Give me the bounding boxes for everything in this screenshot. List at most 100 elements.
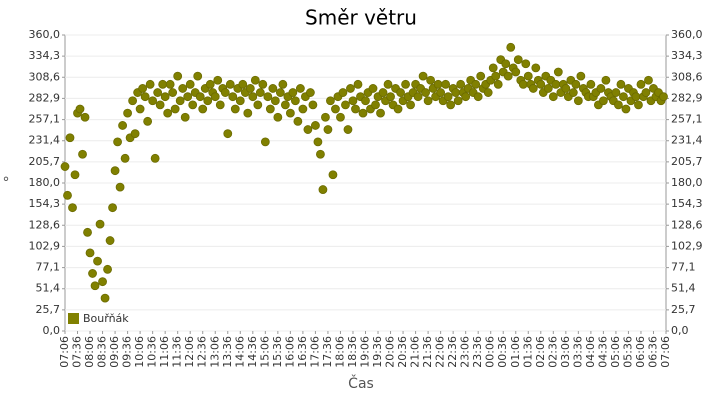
data-point <box>491 71 501 81</box>
data-point <box>548 92 558 102</box>
x-tick-label: 11:36 <box>171 336 184 368</box>
data-point <box>323 125 333 134</box>
data-point <box>378 88 388 97</box>
data-point <box>193 71 203 81</box>
x-tick-label: 07:06 <box>58 336 71 368</box>
data-point <box>153 88 163 97</box>
data-point <box>180 112 190 122</box>
y-tick-label: 308,6 <box>29 70 61 83</box>
x-tick-label: 14:36 <box>246 336 259 368</box>
data-point <box>543 84 553 93</box>
y2-tick-label: 360,0 <box>671 28 703 41</box>
y-tick-label: 154,3 <box>29 197 61 210</box>
data-point <box>215 100 225 110</box>
data-point <box>205 79 215 89</box>
x-tick-label: 05:06 <box>609 336 622 368</box>
data-point <box>220 88 230 97</box>
data-point <box>561 84 571 93</box>
data-point <box>423 96 433 106</box>
data-point <box>130 129 140 139</box>
y2-tick-label: 231,4 <box>671 134 703 147</box>
data-point <box>203 96 213 106</box>
x-tick-label: 18:36 <box>346 336 359 368</box>
data-point <box>351 104 360 114</box>
data-point <box>436 88 446 97</box>
x-tick-label: 11:06 <box>158 336 171 368</box>
data-point <box>198 104 208 114</box>
data-point <box>614 100 623 110</box>
data-point <box>95 219 105 229</box>
data-point <box>238 79 248 89</box>
data-point <box>158 79 168 89</box>
data-point <box>65 133 75 143</box>
data-point <box>659 92 668 102</box>
data-point <box>275 88 285 97</box>
y2-tick-label: 154,3 <box>671 197 703 210</box>
data-point <box>308 100 318 110</box>
y2-tick-label: 308,6 <box>671 70 703 83</box>
data-point <box>78 149 87 159</box>
data-point <box>601 75 611 85</box>
data-point <box>213 75 223 85</box>
data-point <box>368 84 378 93</box>
data-point <box>446 100 456 110</box>
x-tick-label: 01:06 <box>509 336 522 368</box>
x-tick-label: 19:36 <box>371 336 384 368</box>
data-point <box>280 100 290 110</box>
data-point <box>451 88 461 97</box>
data-point <box>396 88 405 97</box>
data-point <box>461 92 471 102</box>
data-point <box>225 79 235 89</box>
data-point <box>140 92 150 102</box>
x-tick-label: 23:36 <box>471 336 484 368</box>
x-tick-label: 22:36 <box>446 336 459 368</box>
x-tick-label: 04:36 <box>596 336 609 368</box>
data-point <box>383 79 393 89</box>
x-tick-label: 02:36 <box>546 336 559 368</box>
data-point <box>641 88 651 97</box>
data-point <box>255 88 265 97</box>
x-tick-label: 15:36 <box>271 336 284 368</box>
data-point <box>598 96 608 106</box>
data-point <box>528 84 538 93</box>
data-point <box>243 108 253 118</box>
x-tick-label: 12:36 <box>196 336 209 368</box>
data-point <box>336 112 345 122</box>
data-point <box>413 92 423 102</box>
data-point <box>313 137 323 147</box>
data-point <box>290 96 300 106</box>
y-tick-label: 282,9 <box>29 91 61 104</box>
data-point <box>98 277 107 287</box>
x-tick-label: 12:06 <box>183 336 196 368</box>
data-point <box>341 100 350 110</box>
data-point <box>150 153 160 163</box>
data-point <box>636 79 646 89</box>
data-point <box>188 100 198 110</box>
data-point <box>619 92 628 102</box>
data-point <box>63 190 72 200</box>
data-point <box>93 256 102 266</box>
data-point <box>160 92 170 102</box>
x-tick-label: 21:06 <box>409 336 422 368</box>
data-point <box>143 116 153 126</box>
data-point <box>258 79 268 89</box>
data-point <box>393 104 403 114</box>
data-point <box>268 84 278 93</box>
y-tick-label: 231,4 <box>29 134 61 147</box>
data-point <box>326 96 335 106</box>
data-point <box>311 121 320 130</box>
y-tick-label: 205,7 <box>29 155 61 168</box>
data-point <box>418 71 428 81</box>
data-point <box>631 92 641 102</box>
data-point <box>270 96 280 106</box>
y2-tick-label: 128,6 <box>671 218 703 231</box>
data-point <box>473 92 483 102</box>
data-point <box>361 96 370 106</box>
data-point <box>401 79 410 89</box>
data-point <box>265 104 275 114</box>
x-tick-label: 17:06 <box>308 336 321 368</box>
data-point <box>338 88 348 97</box>
data-point <box>278 79 288 89</box>
data-point <box>288 88 298 97</box>
data-point <box>285 108 295 118</box>
